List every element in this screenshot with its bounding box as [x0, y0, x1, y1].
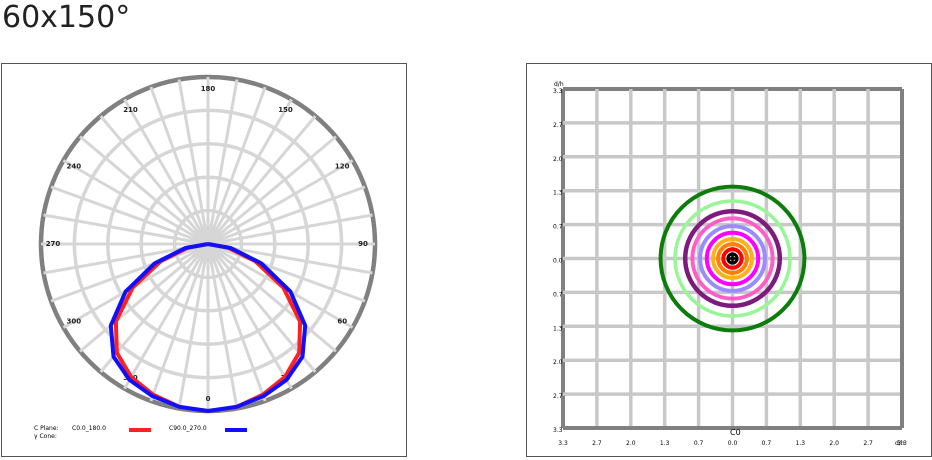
legend-gamma-cone-label: γ Cone:: [34, 433, 57, 440]
polar-grid-spoke: [79, 242, 209, 353]
polar-grid-spoke: [177, 79, 210, 245]
polar-angle-label: 150: [278, 106, 293, 114]
iso-contour-ring: [673, 199, 792, 318]
iso-y-tick-label: 3.3: [553, 427, 563, 434]
iso-x-tick-label: 2.0: [626, 440, 636, 447]
iso-contour-ring: [711, 237, 754, 280]
polar-grid-spoke: [43, 213, 209, 246]
iso-x-tick-label: 1.3: [660, 440, 670, 447]
polar-grid-spoke: [206, 98, 293, 245]
polar-grid-spoke: [206, 243, 267, 402]
polar-angle-label: 210: [123, 106, 138, 114]
polar-grid-spoke: [207, 213, 373, 246]
iso-y-tick-label: 2.7: [553, 122, 563, 129]
iso-x-tick-label: 1.3: [796, 440, 806, 447]
polar-grid-spoke: [206, 79, 239, 245]
iso-contour-ring: [698, 224, 767, 293]
iso-contour-ring: [716, 242, 749, 275]
page-title: 60x150°: [2, 0, 131, 35]
iso-contour-ring: [682, 208, 783, 309]
polar-angle-label: 300: [66, 318, 81, 326]
legend-c-plane-label: C Plane:: [34, 425, 59, 432]
isolux-diagram-panel: 3.3 2.7 2.0 1.3 0.7 0.0 0.7 1.3 2.0 2.7 3.3 3.3 2.7 2…: [526, 63, 932, 457]
polar-grid-spoke: [206, 115, 317, 245]
iso-y-tick-label: 2.7: [553, 393, 563, 400]
iso-y-tick-label: 0.7: [553, 224, 563, 231]
iso-x-tick-label: 0.7: [694, 440, 704, 447]
polar-angle-label: 270: [46, 240, 61, 248]
polar-grid-spoke: [149, 86, 210, 245]
iso-x-tick-label: 2.7: [592, 440, 602, 447]
polar-diagram-panel: 180 150 120 90 60 30 0 330 300 270 240 210 C Plane:…: [1, 63, 407, 457]
iso-x-tick-label: 0.7: [762, 440, 772, 447]
polar-grid-spoke: [207, 242, 366, 303]
iso-contour-ring: [704, 230, 761, 287]
iso-contour-ring: [721, 247, 744, 270]
polar-angle-label: 120: [335, 163, 350, 171]
polar-grid-spoke: [149, 243, 210, 402]
iso-y-axis-label: d/h: [554, 81, 564, 88]
polar-angle-label: 240: [66, 163, 81, 171]
polar-grid-spoke: [206, 243, 239, 409]
iso-y-tick-label: 1.3: [553, 325, 563, 332]
iso-center-label: C0: [730, 428, 741, 437]
polar-angle-label: 90: [358, 240, 368, 248]
polar-curve-series-1: [108, 242, 308, 413]
iso-contour-ring: [690, 216, 775, 301]
polar-grid-spoke: [62, 159, 209, 246]
iso-y-tick-label: 2.0: [553, 156, 563, 163]
iso-x-tick-label: 0.0: [728, 440, 738, 447]
iso-contour-ring: [658, 184, 807, 333]
iso-x-axis-label: d/h: [895, 440, 905, 447]
polar-grid-spoke: [177, 243, 210, 409]
iso-x-tick-label: 2.0: [829, 440, 839, 447]
polar-angle-label: 0: [206, 395, 211, 403]
polar-grid-spoke: [50, 242, 209, 303]
iso-y-tick-label: 1.3: [553, 190, 563, 197]
polar-grid-spoke: [123, 243, 210, 390]
polar-grid-spoke: [206, 86, 267, 245]
iso-x-tick-label: 3.3: [558, 440, 568, 447]
polar-grid-spoke: [207, 135, 337, 246]
iso-y-tick-label: 0.0: [553, 258, 563, 265]
polar-grid-spoke: [99, 115, 210, 245]
isolux-diagram: 3.3 2.7 2.0 1.3 0.7 0.0 0.7 1.3 2.0 2.7 3.3 3.3 2.7 2…: [553, 81, 907, 447]
polar-angle-label: 180: [201, 85, 216, 93]
polar-grid-spoke: [207, 242, 337, 353]
legend-series-c90-label: C90.0_270.0: [169, 425, 207, 432]
polar-grid-spoke: [207, 159, 354, 246]
polar-grid-spoke: [123, 98, 210, 245]
polar-grid-spoke: [207, 185, 366, 246]
iso-x-tick-label: 3.3: [897, 440, 907, 447]
iso-y-tick-label: 2.0: [553, 359, 563, 366]
polar-grid-spoke: [79, 135, 209, 246]
iso-y-tick-label: 0.7: [553, 291, 563, 298]
polar-angle-label: 60: [337, 318, 347, 326]
polar-grid-spoke: [206, 243, 293, 390]
legend-series-c0-label: C0.0_180.0: [72, 425, 106, 432]
iso-x-tick-label: 2.7: [863, 440, 873, 447]
iso-y-tick-label: 3.3: [553, 88, 563, 95]
polar-grid-spoke: [50, 185, 209, 246]
